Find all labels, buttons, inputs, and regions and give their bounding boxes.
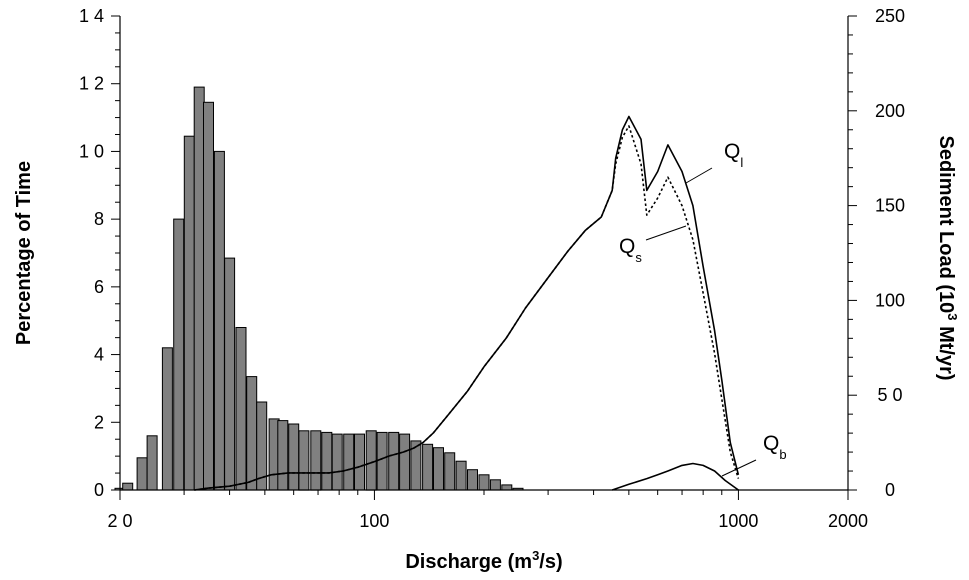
y-left-tick-label: 4: [94, 345, 104, 365]
annotation-leader-q-l: [685, 167, 713, 184]
bar: [444, 452, 456, 491]
x-tick-label: 1000: [718, 511, 758, 531]
bar: [136, 457, 148, 491]
series-label-q-s: Qs: [619, 235, 642, 265]
bars-layer: [114, 86, 524, 491]
x-tick-label: 2 0: [107, 511, 132, 531]
y-right-tick-label: 150: [875, 196, 905, 216]
bar: [489, 479, 501, 491]
series-line-q-s: [194, 125, 740, 491]
y-right-tick-label: 250: [875, 6, 905, 26]
bar: [399, 433, 411, 491]
bar: [288, 423, 300, 491]
series-line-q-l: [194, 115, 740, 491]
bar: [365, 430, 377, 491]
bar: [161, 347, 173, 491]
annotation-leader-q-b: [721, 459, 757, 477]
y-left-tick-label: 8: [94, 209, 104, 229]
y-left-tick-label: 1 4: [79, 6, 104, 26]
y-right-axis-title: Sediment Load (103 Mt/yr): [935, 135, 960, 380]
y-left-tick-label: 2: [94, 412, 104, 432]
y-right-tick-label: 0: [885, 480, 895, 500]
bar: [310, 430, 322, 491]
lines-layer: [194, 115, 740, 491]
series-label-q-l: Ql: [724, 140, 743, 170]
x-axis-title: Discharge (m3/s): [405, 548, 562, 573]
bar: [455, 460, 467, 491]
y-left-axis-title: Percentage of Time: [13, 161, 35, 345]
y-left-tick-label: 6: [94, 277, 104, 297]
bar: [173, 218, 185, 491]
bar: [277, 420, 289, 491]
bar: [467, 469, 478, 491]
bar: [331, 433, 343, 491]
y-left-tick-label: 0: [94, 480, 104, 500]
bar: [122, 482, 134, 491]
bar: [433, 447, 444, 491]
x-tick-label: 2000: [828, 511, 868, 531]
bar: [246, 376, 258, 491]
y-left-tick-label: 1 0: [79, 141, 104, 161]
bar: [235, 327, 247, 491]
bar: [321, 431, 333, 491]
series-label-q-b: Qb: [763, 432, 787, 462]
y-left-tick-label: 1 2: [79, 74, 104, 94]
y-right-tick-label: 5 0: [877, 385, 902, 405]
y-right-tick-label: 100: [875, 290, 905, 310]
bar: [354, 433, 365, 491]
axes-layer: [111, 15, 857, 500]
bar: [146, 435, 158, 491]
bar: [501, 484, 513, 491]
bar: [478, 474, 490, 491]
y-right-tick-label: 200: [875, 101, 905, 121]
bar: [376, 431, 388, 491]
bar: [388, 431, 400, 491]
bar: [224, 257, 236, 491]
series-line-q-b: [611, 462, 739, 491]
bar: [193, 86, 205, 491]
bar: [183, 135, 195, 491]
bar: [343, 433, 355, 491]
x-tick-label: 100: [359, 511, 389, 531]
bar: [298, 430, 310, 491]
bar: [213, 150, 225, 491]
bar: [422, 443, 434, 491]
bar: [203, 101, 214, 491]
annotation-leader-q-s: [645, 225, 687, 241]
